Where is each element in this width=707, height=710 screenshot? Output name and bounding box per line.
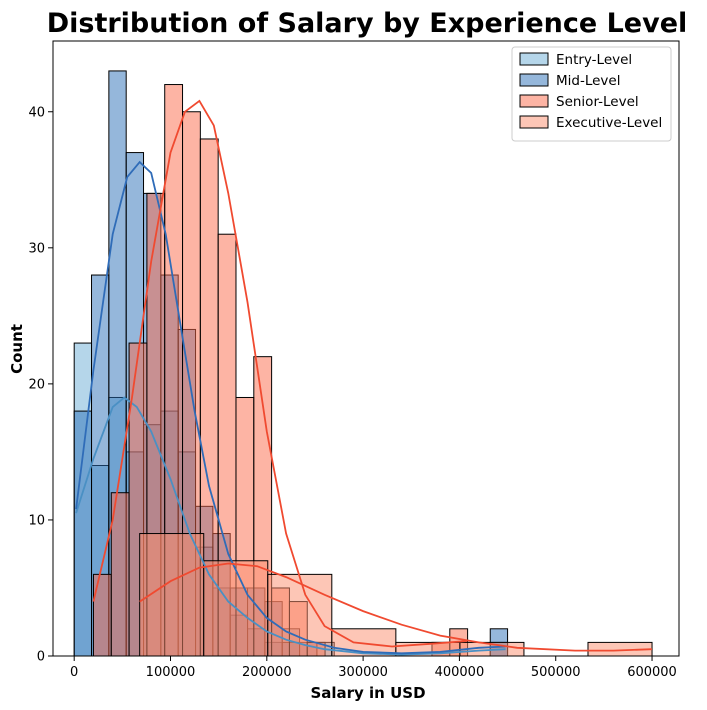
x-tick-label-2: 200000 — [242, 665, 292, 680]
x-tick-label-5: 500000 — [531, 665, 581, 680]
legend-label-executive-level: Executive-Level — [556, 115, 662, 131]
y-tick-label-1: 10 — [28, 513, 45, 528]
legend-label-mid-level: Mid-Level — [556, 73, 620, 89]
legend-label-senior-level: Senior-Level — [556, 94, 639, 110]
y-tick-label-3: 30 — [28, 241, 45, 256]
kde-line-entry-level — [75, 396, 506, 656]
x-axis-label: Salary in USD — [310, 684, 425, 702]
x-tick-label-6: 600000 — [627, 665, 677, 680]
y-tick-label-4: 40 — [28, 105, 45, 120]
plot-area — [52, 40, 680, 657]
kde-line-senior-level — [92, 99, 468, 648]
legend-label-entry-level: Entry-Level — [556, 52, 632, 68]
kde-line-mid-level — [75, 160, 506, 655]
legend-swatch-mid-level — [519, 73, 549, 87]
y-tick-label-2: 20 — [28, 377, 45, 392]
x-tick-label-4: 400000 — [435, 665, 485, 680]
x-tick-label-3: 300000 — [338, 665, 388, 680]
legend-swatch-executive-level — [519, 115, 549, 129]
legend-swatch-entry-level — [519, 52, 549, 66]
x-tick-label-0: 0 — [70, 665, 78, 680]
kde-line-executive-level — [139, 562, 653, 652]
x-tick-label-1: 100000 — [146, 665, 196, 680]
legend: Entry-Level Mid-Level Senior-Level Executiv… — [511, 46, 672, 142]
chart-title: Distribution of Salary by Experience Lev… — [47, 8, 688, 39]
legend-swatch-senior-level — [519, 94, 549, 108]
plot-frame — [52, 40, 680, 657]
x-axis: 0 100000 200000 300000 400000 500000 600000 — [70, 656, 677, 680]
y-tick-label-0: 0 — [37, 650, 45, 665]
legend-box — [511, 46, 672, 142]
y-axis-label: Count — [8, 324, 26, 374]
y-axis: 0 10 20 30 40 — [28, 105, 53, 665]
